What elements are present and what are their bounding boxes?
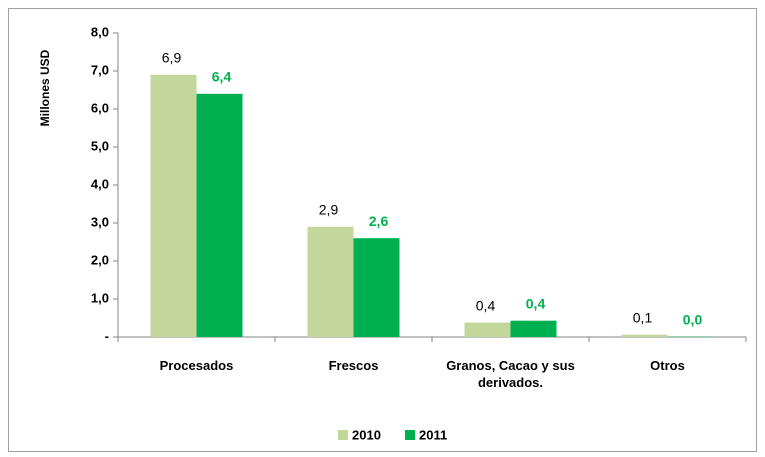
value-label: 6,4 <box>212 69 232 85</box>
legend-swatch <box>338 430 348 440</box>
chart-frame <box>8 8 757 452</box>
x-tick-label: Otros <box>650 358 685 373</box>
y-tick-label: 2,0 <box>91 252 109 267</box>
bar <box>307 226 354 337</box>
y-tick-label: - <box>105 328 109 343</box>
x-tick-label: Granos, Cacao y sus derivados. <box>446 358 575 390</box>
value-label: 0,1 <box>633 309 653 325</box>
y-tick-label: 4,0 <box>91 176 109 191</box>
y-axis-label: Millones USD <box>38 49 52 126</box>
legend-label: 2010 <box>352 427 381 442</box>
legend-swatch <box>405 430 415 440</box>
y-tick-label: 7,0 <box>91 62 109 77</box>
value-label: 2,6 <box>369 213 389 229</box>
y-tick-label: 6,0 <box>91 100 109 115</box>
y-tick-label: 5,0 <box>91 138 109 153</box>
value-label: 6,9 <box>162 50 182 66</box>
bar <box>150 74 197 338</box>
bar <box>196 93 243 337</box>
bar <box>510 320 557 337</box>
y-tick-label: 3,0 <box>91 214 109 229</box>
y-tick-label: 8,0 <box>91 24 109 39</box>
x-tick-label: Procesados <box>159 358 234 373</box>
x-tick-label: Frescos <box>328 358 379 373</box>
value-label: 0,0 <box>683 311 703 327</box>
bar <box>353 238 400 337</box>
value-label: 2,9 <box>319 202 339 218</box>
value-label: 0,4 <box>526 295 546 311</box>
legend-label: 2011 <box>419 427 447 442</box>
y-tick-label: 1,0 <box>91 290 109 305</box>
bar <box>464 322 511 337</box>
value-label: 0,4 <box>476 297 496 313</box>
bar <box>621 334 668 337</box>
